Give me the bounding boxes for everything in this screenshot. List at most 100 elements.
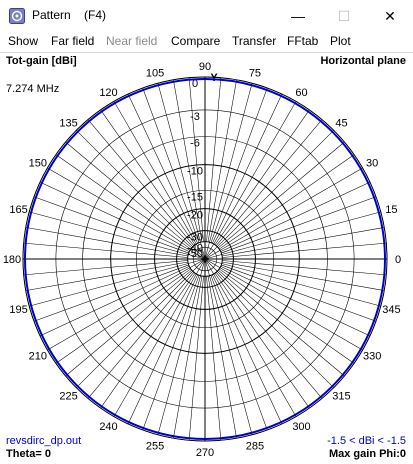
spoke-line <box>204 258 253 435</box>
spoke-line <box>204 258 363 351</box>
spoke-line <box>173 79 203 242</box>
spoke-line <box>212 274 283 425</box>
polar-pattern-chart: 0 15 30 45 60 75 90 105 120 135 150 165 180 195 210 225… <box>3 61 401 459</box>
spoke-line <box>173 276 203 439</box>
spoke-line <box>218 141 345 249</box>
spoke-line <box>204 258 297 417</box>
db-label: -30 <box>187 232 203 244</box>
spoke-line <box>76 130 206 260</box>
spoke-line <box>55 268 191 364</box>
spoke-line <box>222 261 385 291</box>
angle-label: 330 <box>363 351 381 363</box>
spoke-line <box>157 258 206 435</box>
spoke-line <box>219 268 355 364</box>
gain-label: Tot-gain [dBi] <box>6 55 77 67</box>
spoke-line <box>47 258 206 351</box>
theta-label: Theta= 0 <box>6 448 51 460</box>
angle-label: 90 <box>199 61 211 73</box>
angle-label: 120 <box>99 87 117 99</box>
spoke-line <box>188 276 204 441</box>
spoke-line <box>222 227 385 257</box>
spoke-line <box>204 211 381 260</box>
menu-compare[interactable]: Compare <box>171 34 221 48</box>
max-gain-label: Max gain Phi:0 <box>328 448 406 460</box>
angle-label: 255 <box>146 440 164 452</box>
menu-transfer[interactable]: Transfer <box>232 34 277 48</box>
angle-label: 195 <box>9 304 27 316</box>
spoke-line <box>220 181 371 252</box>
spoke-line <box>29 258 206 307</box>
spoke-line <box>210 87 268 243</box>
angle-label: 150 <box>29 158 47 170</box>
angle-label: 225 <box>59 390 77 402</box>
spoke-line <box>127 93 198 244</box>
menu-far-field[interactable]: Far field <box>51 34 95 48</box>
angle-label: 180 <box>3 254 21 266</box>
app-icon <box>9 8 25 24</box>
angle-label: 345 <box>382 304 400 316</box>
spoke-line <box>207 276 237 439</box>
spoke-line <box>113 258 206 417</box>
spoke-line <box>221 196 377 254</box>
spoke-line <box>142 87 200 243</box>
angle-label: 75 <box>249 68 261 80</box>
spoke-line <box>39 266 190 337</box>
angle-label: 285 <box>246 440 264 452</box>
menu-fftab[interactable]: FFtab <box>287 34 319 48</box>
spoke-line <box>25 261 188 291</box>
angle-label: 105 <box>146 68 164 80</box>
spoke-line <box>188 77 204 242</box>
spoke-line <box>215 272 323 399</box>
spoke-line <box>100 109 196 245</box>
spoke-line <box>113 101 206 260</box>
spoke-line <box>210 275 268 431</box>
angle-label: 135 <box>59 118 77 130</box>
spoke-line <box>23 260 188 276</box>
frequency-label: 7.274 MHz <box>6 83 60 95</box>
angle-label: 300 <box>292 421 310 433</box>
close-button[interactable]: ✕ <box>384 7 396 24</box>
db-label: -40 <box>187 243 203 255</box>
menu-show[interactable]: Show <box>8 34 39 48</box>
spoke-line <box>127 274 198 425</box>
spoke-line <box>157 83 206 260</box>
db-label: -20 <box>187 210 203 222</box>
spoke-line <box>206 276 222 441</box>
db-label: -15 <box>187 191 203 203</box>
spoke-line <box>142 275 200 431</box>
pattern-trace <box>24 78 386 440</box>
menu-near-field[interactable]: Near field <box>106 34 158 48</box>
spoke-line <box>221 264 377 322</box>
db-label: -10 <box>187 166 203 178</box>
spoke-line <box>214 109 310 245</box>
spoke-line <box>222 242 387 258</box>
spoke-line <box>204 101 297 260</box>
angle-label: 210 <box>29 351 47 363</box>
minimize-button[interactable]: — <box>291 8 305 24</box>
spoke-line <box>55 154 191 250</box>
angle-label: 15 <box>385 204 397 216</box>
spoke-line <box>219 154 355 250</box>
spoke-line <box>100 273 196 409</box>
spoke-line <box>25 227 188 257</box>
spoke-line <box>87 119 195 246</box>
spoke-line <box>220 266 371 337</box>
spoke-line <box>218 269 345 377</box>
spoke-line <box>65 269 192 377</box>
angle-label: 30 <box>366 158 378 170</box>
title-bar: Pattern (F4) — ☐ ✕ <box>0 0 413 32</box>
spoke-line <box>204 130 334 260</box>
spoke-line <box>65 141 192 249</box>
angle-label: 270 <box>196 447 214 459</box>
angle-label: 240 <box>99 421 117 433</box>
spoke-line <box>222 260 387 276</box>
menu-plot[interactable]: Plot <box>330 34 351 48</box>
maximize-button[interactable]: ☐ <box>337 7 351 24</box>
spoke-line <box>212 93 283 244</box>
plane-label: Horizontal plane <box>320 55 406 67</box>
db-label: -6 <box>190 138 200 150</box>
spoke-line <box>76 258 206 388</box>
spoke-line <box>33 264 189 322</box>
axis-letter: Y <box>210 72 218 84</box>
spoke-line <box>33 196 189 254</box>
